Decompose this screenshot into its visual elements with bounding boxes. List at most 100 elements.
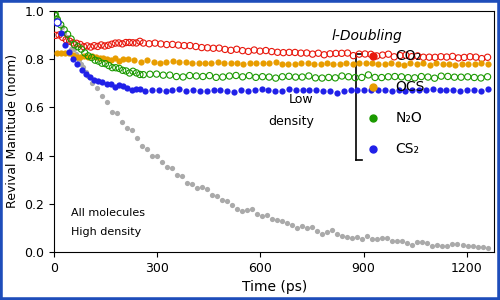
Point: [368, 60, 376, 65]
Point: [128, 128, 136, 133]
Point: [472, 55, 480, 59]
Point: [201, 61, 209, 66]
Point: [183, 181, 191, 185]
Point: [355, 61, 363, 66]
Point: [323, 61, 331, 65]
Point: [162, 60, 170, 64]
Point: [232, 47, 240, 52]
Point: [227, 48, 235, 53]
Point: [126, 40, 134, 45]
Point: [56, 20, 64, 25]
Point: [338, 74, 346, 78]
Point: [69, 40, 77, 45]
Point: [358, 237, 366, 242]
Point: [172, 74, 180, 79]
Point: [148, 154, 156, 159]
Point: [88, 80, 96, 85]
Point: [210, 46, 218, 51]
Point: [145, 41, 153, 46]
Point: [338, 233, 346, 238]
Point: [308, 225, 316, 230]
Text: l-Doubling: l-Doubling: [332, 28, 402, 43]
Point: [94, 59, 102, 64]
Point: [102, 100, 110, 105]
Point: [344, 51, 351, 56]
Point: [348, 235, 356, 240]
Point: [310, 62, 318, 67]
Point: [398, 74, 406, 79]
Text: Low: Low: [289, 94, 314, 106]
Point: [228, 203, 236, 208]
Point: [437, 54, 445, 59]
Point: [262, 48, 270, 53]
Point: [97, 43, 105, 47]
Point: [118, 68, 126, 73]
Point: [448, 54, 456, 59]
Point: [65, 50, 73, 55]
Point: [182, 88, 190, 93]
Point: [350, 53, 358, 58]
Point: [378, 75, 386, 80]
Point: [140, 72, 147, 77]
Point: [98, 93, 106, 98]
Point: [115, 40, 123, 45]
Point: [263, 212, 271, 217]
Point: [204, 45, 212, 50]
Point: [273, 218, 281, 223]
Point: [64, 32, 72, 37]
Point: [381, 61, 389, 66]
Point: [52, 19, 60, 24]
Point: [62, 37, 70, 42]
Point: [65, 51, 73, 56]
Point: [333, 232, 341, 237]
Point: [169, 59, 177, 64]
Point: [305, 74, 313, 78]
Point: [118, 41, 126, 46]
Point: [74, 61, 82, 66]
Point: [378, 53, 386, 58]
Point: [86, 74, 94, 79]
Point: [478, 56, 486, 61]
Point: [100, 55, 108, 60]
Point: [298, 224, 306, 229]
Point: [188, 182, 196, 187]
Point: [152, 72, 160, 76]
Point: [250, 88, 258, 93]
Point: [429, 87, 437, 92]
Point: [476, 89, 484, 94]
Point: [394, 238, 402, 243]
Point: [168, 166, 176, 170]
Point: [224, 88, 232, 93]
Point: [404, 240, 411, 245]
Point: [88, 55, 96, 60]
Point: [178, 173, 186, 178]
Point: [68, 52, 76, 57]
Point: [271, 89, 279, 94]
Point: [298, 75, 306, 80]
Point: [72, 54, 80, 59]
Point: [285, 50, 293, 55]
Point: [291, 50, 299, 55]
Point: [288, 222, 296, 227]
Point: [330, 61, 338, 66]
Point: [258, 87, 266, 92]
Point: [60, 27, 68, 32]
Point: [136, 72, 144, 77]
Point: [159, 73, 167, 78]
Point: [61, 42, 69, 47]
Point: [210, 88, 218, 93]
Point: [232, 73, 240, 78]
Point: [312, 76, 320, 80]
Point: [226, 60, 234, 65]
Point: [83, 44, 91, 48]
Point: [82, 72, 90, 77]
Point: [250, 48, 258, 52]
Point: [199, 74, 207, 79]
Point: [351, 75, 359, 80]
Point: [396, 53, 404, 58]
Point: [70, 42, 78, 47]
Point: [304, 61, 312, 65]
Point: [456, 89, 464, 94]
Point: [166, 73, 174, 77]
Point: [238, 208, 246, 213]
